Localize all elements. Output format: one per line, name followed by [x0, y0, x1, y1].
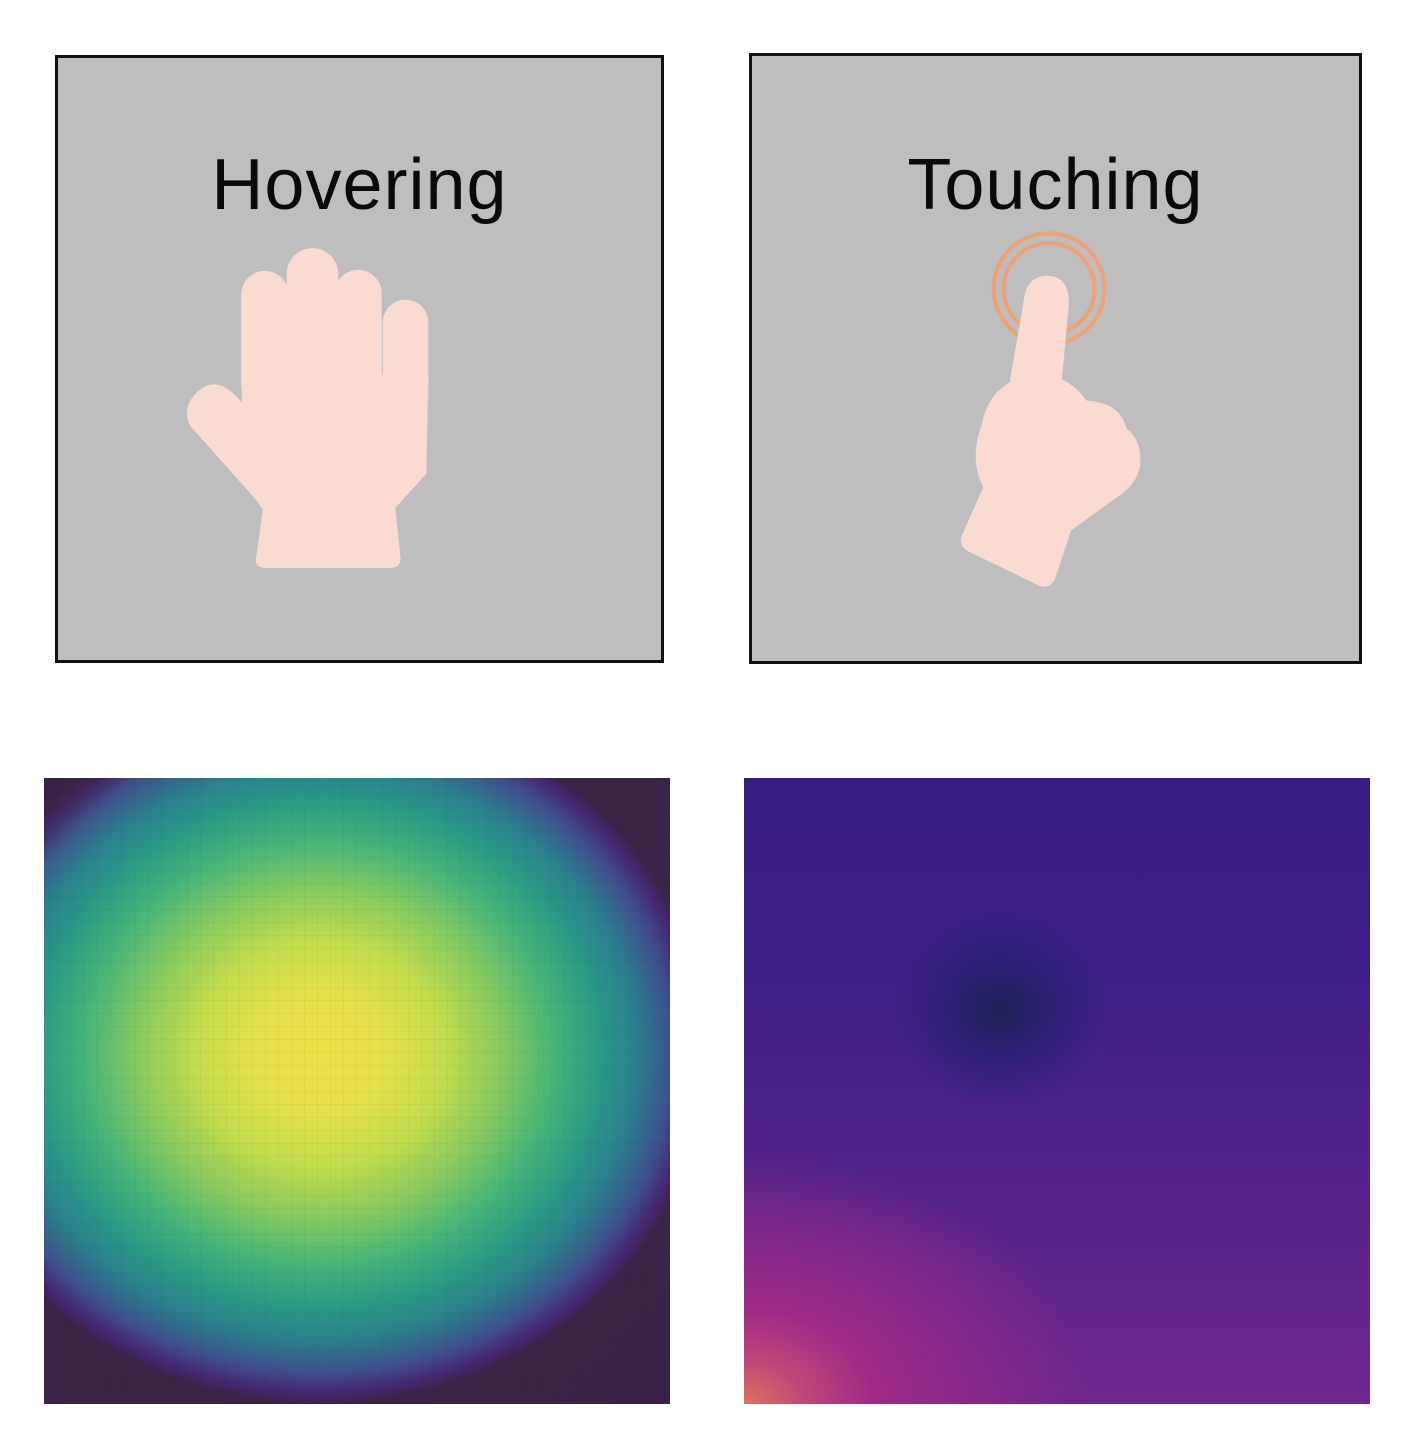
- touching-title: Touching: [907, 145, 1204, 225]
- touch-fist: [975, 374, 1141, 530]
- hovering-heatmap: [44, 778, 670, 1404]
- hand-finger-2: [286, 248, 339, 407]
- touching-panel: Touching: [749, 53, 1362, 664]
- hovering-title: Hovering: [211, 145, 508, 225]
- touching-heatmap: [744, 778, 1370, 1404]
- hand-wrist: [255, 501, 401, 568]
- hovering-heatmap-gradient: [44, 778, 670, 1404]
- touching-heatmap-gradient: [744, 778, 1370, 1404]
- open-hand-icon: [186, 248, 429, 568]
- hovering-heatmap-grid: [44, 778, 670, 1404]
- hand-finger-3: [334, 269, 382, 409]
- hovering-panel: Hovering: [55, 55, 664, 663]
- touch-wrist: [960, 481, 1075, 587]
- touch-index-finger: [1007, 275, 1069, 395]
- hand-thumb: [186, 384, 294, 516]
- finger-touch-icon: [960, 231, 1141, 587]
